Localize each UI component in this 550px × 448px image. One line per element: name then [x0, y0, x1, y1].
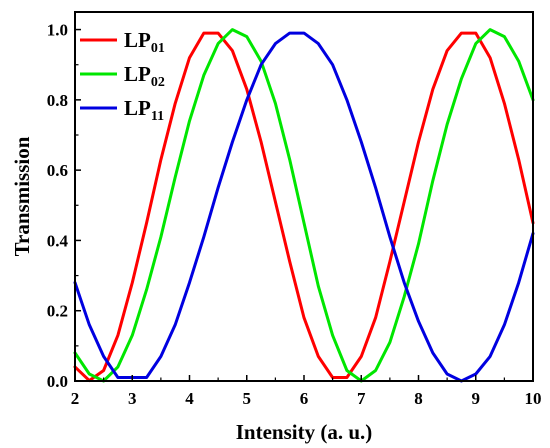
y-tick-label: 0.8 — [47, 91, 68, 110]
y-tick-label: 0.2 — [47, 302, 68, 321]
series-line-LP11 — [73, 31, 535, 383]
legend-label-LP02: LP02 — [124, 62, 165, 90]
y-tick-label: 0.0 — [47, 372, 68, 391]
y-tick-label: 0.4 — [47, 231, 69, 250]
y-axis-title: Transmission — [10, 136, 34, 256]
x-tick-label: 4 — [185, 389, 194, 408]
y-tick-label: 0.6 — [47, 161, 68, 180]
x-tick-label: 2 — [71, 389, 80, 408]
legend-label-LP01: LP01 — [124, 28, 165, 56]
x-tick-label: 5 — [243, 389, 252, 408]
y-tick-label: 1.0 — [47, 21, 68, 40]
x-tick-label: 9 — [472, 389, 481, 408]
ticks-layer: 2 3 4 5 6 7 8 9 10 0.0 0.2 0.4 0.6 0.8 1.0 — [47, 21, 542, 408]
series-layer — [73, 28, 535, 383]
series-line-LP01 — [73, 31, 535, 383]
x-tick-label: 6 — [300, 389, 309, 408]
x-axis-title: Intensity (a. u.) — [236, 420, 373, 444]
x-tick-label: 7 — [357, 389, 366, 408]
legend: LP01 LP02 LP11 — [80, 28, 165, 124]
x-tick-label: 8 — [414, 389, 423, 408]
series-line-LP02 — [73, 28, 535, 383]
legend-label-LP11: LP11 — [124, 96, 164, 124]
x-tick-label: 10 — [525, 389, 542, 408]
x-tick-label: 3 — [128, 389, 137, 408]
